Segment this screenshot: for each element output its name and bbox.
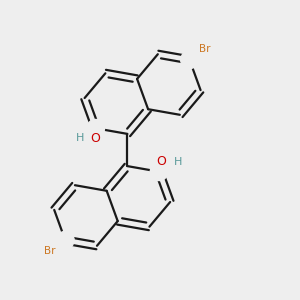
- Circle shape: [56, 231, 74, 249]
- Text: H: H: [173, 157, 182, 166]
- Text: O: O: [90, 132, 100, 145]
- Circle shape: [150, 163, 168, 181]
- Text: Br: Br: [44, 247, 56, 256]
- Circle shape: [181, 51, 198, 69]
- Text: H: H: [76, 134, 84, 143]
- Circle shape: [87, 119, 104, 137]
- Text: O: O: [156, 155, 166, 168]
- Text: Br: Br: [199, 44, 211, 53]
